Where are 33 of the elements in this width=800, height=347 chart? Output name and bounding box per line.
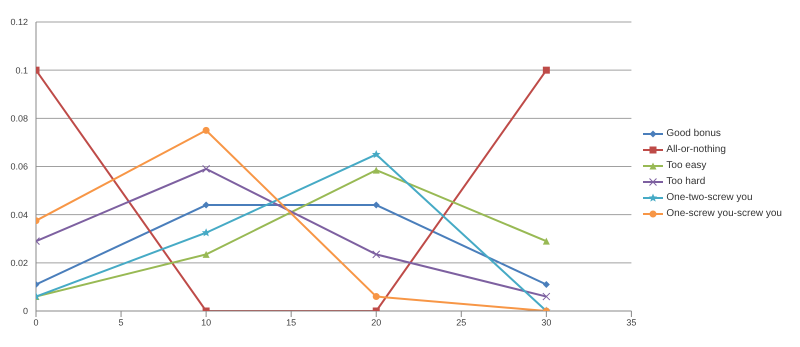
x-tick-label: 0 xyxy=(33,317,39,328)
y-tick-label: 0.06 xyxy=(10,162,28,172)
x-tick-label: 15 xyxy=(286,317,296,328)
legend-label: Good bonus xyxy=(666,128,721,139)
point xyxy=(372,293,380,300)
legend-label: Too easy xyxy=(666,160,706,171)
point xyxy=(202,228,210,236)
y-tick-label: 0.1 xyxy=(15,65,28,76)
point xyxy=(542,292,550,301)
x-tick-label: 30 xyxy=(541,317,552,328)
point xyxy=(372,150,381,158)
point xyxy=(372,202,380,209)
x-tick-label: 20 xyxy=(371,317,382,328)
point xyxy=(542,281,550,288)
point xyxy=(202,126,210,134)
y-tick-label: 0.04 xyxy=(10,210,28,220)
point xyxy=(372,250,380,258)
x-tick-label: 25 xyxy=(456,317,466,328)
y-tick-label: 0.02 xyxy=(10,258,28,268)
x-tick-label: 5 xyxy=(118,317,124,328)
x-tick-label: 35 xyxy=(626,317,636,328)
y-tick-label: 0.08 xyxy=(10,114,28,124)
legend-label: One-two-screw you xyxy=(666,192,753,203)
point xyxy=(372,166,380,174)
x-tick-label: 10 xyxy=(201,317,212,328)
legend-label: One-screw you-screw you xyxy=(666,208,782,219)
point xyxy=(202,164,210,173)
y-tick-label: 0.12 xyxy=(10,17,28,28)
point xyxy=(542,238,550,245)
point xyxy=(202,250,210,258)
legend-label: Too hard xyxy=(666,176,706,187)
legend-label: All-or-nothing xyxy=(666,144,726,155)
y-tick-label: 0 xyxy=(22,306,28,316)
